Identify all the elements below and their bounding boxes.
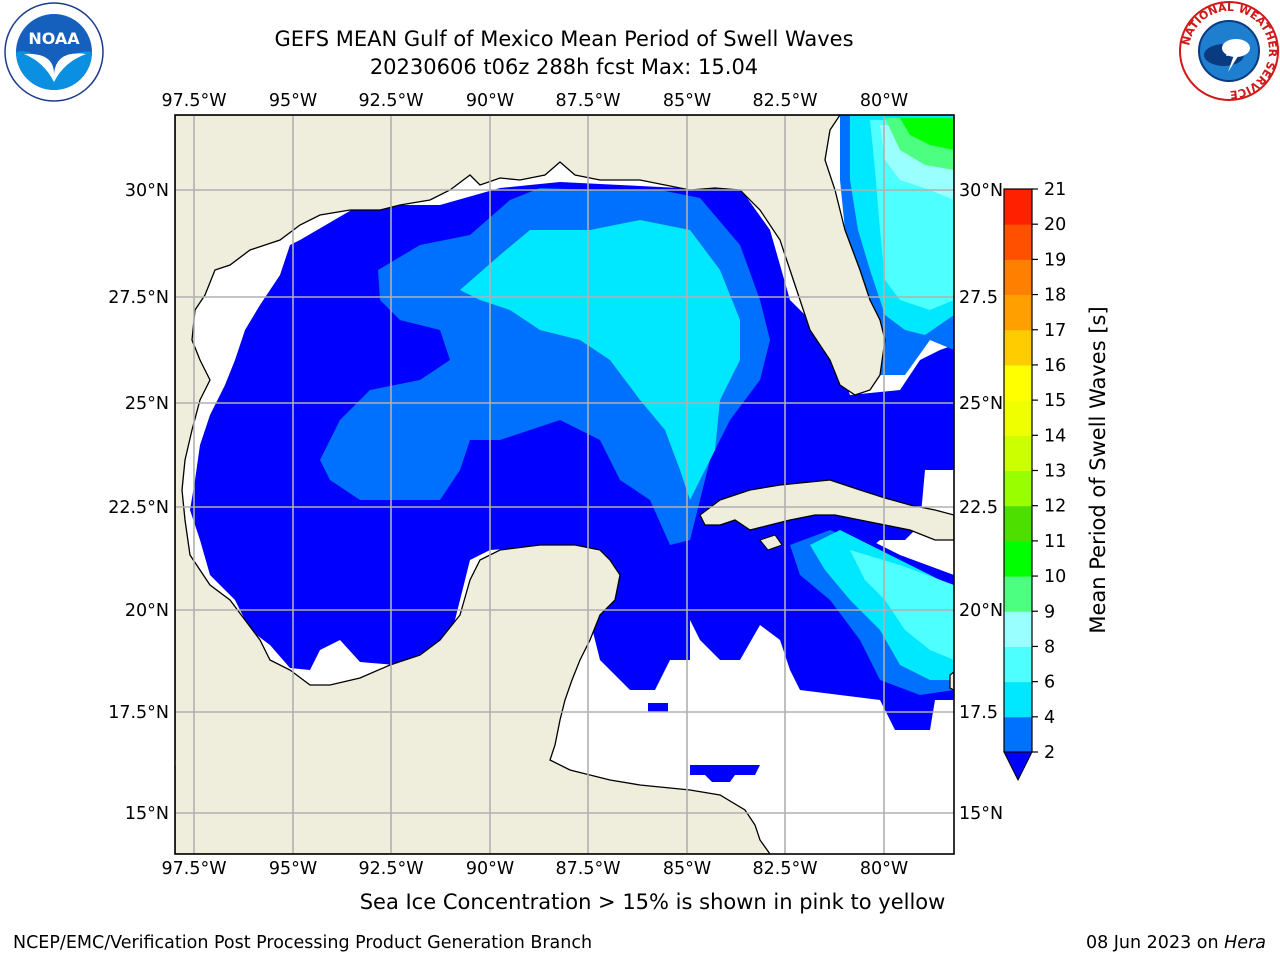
land-north-america xyxy=(175,115,886,854)
lat-labels-left: 30°N 27.5°N 25°N 22.5°N 20°N 17.5°N 15°N xyxy=(108,181,169,824)
map-grid xyxy=(175,115,954,854)
colorbar-tick-label: 15 xyxy=(1044,391,1066,411)
lon-label: 82.5°W xyxy=(752,91,817,111)
swell-field-small-blue xyxy=(690,765,760,782)
colorbar-bin xyxy=(1004,470,1032,507)
colorbar-tick-label: 21 xyxy=(1044,180,1066,200)
colorbar-bin xyxy=(1004,224,1032,260)
lon-label: 87.5°W xyxy=(555,91,620,111)
colorbar-tick-label: 14 xyxy=(1044,426,1066,446)
lat-label: 27.5°N xyxy=(108,288,169,308)
lat-labels-right: 30°N 27.5 25°N 22.5 20°N 17.5 15°N xyxy=(959,181,1003,824)
lat-label: 22.5°N xyxy=(108,498,169,518)
lon-label: 90°W xyxy=(466,91,514,111)
render-date-text: 08 Jun 2023 on xyxy=(1085,933,1225,953)
lon-label: 95°W xyxy=(269,859,317,879)
colorbar-tick-label: 10 xyxy=(1044,567,1066,587)
swell-field-4-6s xyxy=(460,220,740,500)
colorbar-bin xyxy=(1004,611,1032,647)
lat-label: 15°N xyxy=(125,804,169,824)
lat-label: 15°N xyxy=(959,804,1003,824)
colorbar-bin xyxy=(1004,294,1032,331)
colorbar-tick-label: 13 xyxy=(1044,462,1066,482)
colorbar-tick-label: 4 xyxy=(1044,708,1055,728)
noaa-logo: NOAA xyxy=(4,2,104,102)
lat-label: 25°N xyxy=(125,394,169,414)
colorbar-bin xyxy=(1004,540,1032,577)
lon-label: 97.5°W xyxy=(161,91,226,111)
land-cuba xyxy=(699,479,954,541)
colorbar-bin xyxy=(1004,435,1032,471)
lat-label: 30°N xyxy=(959,181,1003,201)
swell-field-below-2s xyxy=(190,182,954,690)
colorbar-bin xyxy=(1004,364,1032,401)
colorbar-bin xyxy=(1004,716,1032,753)
land-jamaica xyxy=(949,671,954,691)
lat-label: 27.5 xyxy=(959,288,998,308)
map-frame xyxy=(174,114,955,855)
sea-ice-note: Sea Ice Concentration > 15% is shown in … xyxy=(359,890,946,914)
lat-label: 17.5 xyxy=(959,703,998,723)
colorbar-tick-label: 11 xyxy=(1044,532,1066,552)
swell-field-4-6s-caribbean xyxy=(810,530,954,680)
colorbar-tick-label: 8 xyxy=(1044,637,1055,657)
colorbar-bin xyxy=(1004,505,1032,542)
lon-label: 95°W xyxy=(269,91,317,111)
lon-label: 85°W xyxy=(663,859,711,879)
colorbar-bin xyxy=(1004,646,1032,683)
colorbar-tick-label: 17 xyxy=(1044,321,1066,341)
land-isla-juventud xyxy=(759,534,783,551)
swell-field-10-11s xyxy=(900,118,954,150)
lon-label: 80°W xyxy=(860,91,908,111)
swell-field-6-8s-caribbean xyxy=(850,550,954,660)
land-central-america-south xyxy=(175,760,300,778)
lon-labels-top: 97.5°W 95°W 92.5°W 90°W 87.5°W 85°W 82.5… xyxy=(161,91,908,111)
lat-label: 20°N xyxy=(125,601,169,621)
chart-subtitle: 20230606 t06z 288h fcst Max: 15.04 xyxy=(369,55,759,79)
lon-label: 82.5°W xyxy=(752,859,817,879)
colorbar: 2 4 6 8 9 10 11 12 13 14 15 16 17 18 19 20 21 xyxy=(1003,180,1066,782)
colorbar-bin xyxy=(1004,259,1032,296)
colorbar-tick-label: 16 xyxy=(1044,356,1066,376)
colorbar-tick-label: 18 xyxy=(1044,286,1066,306)
lat-label: 17.5°N xyxy=(108,703,169,723)
colorbar-bin xyxy=(1004,329,1032,366)
colorbar-tick-label: 2 xyxy=(1044,743,1055,763)
lon-label: 97.5°W xyxy=(161,859,226,879)
lat-label: 22.5 xyxy=(959,498,998,518)
nws-logo: NATIONAL WEATHER SERVICE xyxy=(1179,1,1279,101)
lon-label: 80°W xyxy=(860,859,908,879)
lat-label: 30°N xyxy=(125,181,169,201)
noaa-logo-text: NOAA xyxy=(28,29,80,48)
lon-label: 87.5°W xyxy=(555,859,620,879)
colorbar-tick-label: 20 xyxy=(1044,215,1066,235)
producer-credit: NCEP/EMC/Verification Post Processing Pr… xyxy=(13,933,593,953)
colorbar-tick-label: 6 xyxy=(1044,673,1055,693)
lon-labels-bottom: 97.5°W 95°W 92.5°W 90°W 87.5°W 85°W 82.5… xyxy=(161,859,908,879)
render-host: Hera xyxy=(1224,933,1266,953)
colorbar-label: Mean Period of Swell Waves [s] xyxy=(1086,306,1110,634)
colorbar-bin xyxy=(1004,189,1032,225)
colorbar-bin xyxy=(1004,400,1032,436)
lat-label: 25°N xyxy=(959,394,1003,414)
colorbar-bin xyxy=(1004,681,1032,718)
lon-label: 90°W xyxy=(466,859,514,879)
colorbar-bin xyxy=(1004,576,1032,612)
lat-label: 20°N xyxy=(959,601,1003,621)
lon-label: 92.5°W xyxy=(358,91,423,111)
colorbar-tick-label: 9 xyxy=(1044,602,1055,622)
lon-label: 92.5°W xyxy=(358,859,423,879)
map-area xyxy=(175,115,954,854)
render-date: 08 Jun 2023 on Hera xyxy=(1086,933,1266,953)
chart-title: GEFS MEAN Gulf of Mexico Mean Period of … xyxy=(274,27,854,51)
colorbar-tick-label: 12 xyxy=(1044,497,1066,517)
colorbar-extend-arrow xyxy=(1003,751,1033,782)
colorbar-tick-label: 19 xyxy=(1044,250,1066,270)
lon-label: 85°W xyxy=(663,91,711,111)
swell-field-small-blue-2 xyxy=(648,703,668,712)
